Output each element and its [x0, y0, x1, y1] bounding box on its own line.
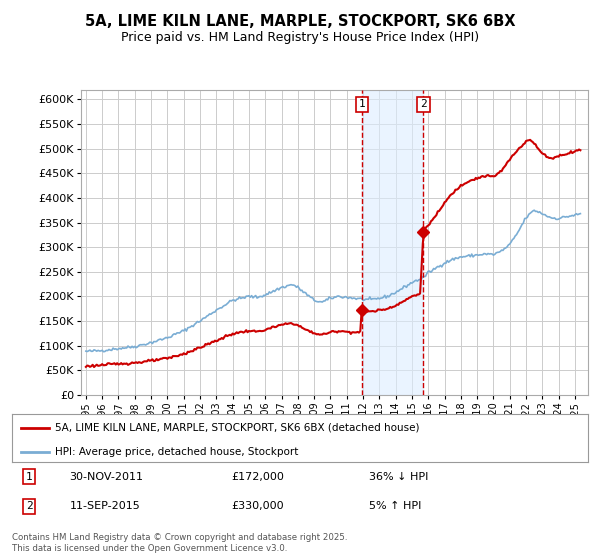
- Text: 11-SEP-2015: 11-SEP-2015: [70, 501, 140, 511]
- Text: 5A, LIME KILN LANE, MARPLE, STOCKPORT, SK6 6BX (detached house): 5A, LIME KILN LANE, MARPLE, STOCKPORT, S…: [55, 423, 420, 433]
- Text: HPI: Average price, detached house, Stockport: HPI: Average price, detached house, Stoc…: [55, 446, 299, 456]
- Text: 36% ↓ HPI: 36% ↓ HPI: [369, 472, 428, 482]
- Text: £172,000: £172,000: [231, 472, 284, 482]
- Text: 2: 2: [420, 99, 427, 109]
- Text: 1: 1: [26, 472, 32, 482]
- Text: 5A, LIME KILN LANE, MARPLE, STOCKPORT, SK6 6BX: 5A, LIME KILN LANE, MARPLE, STOCKPORT, S…: [85, 14, 515, 29]
- Text: Price paid vs. HM Land Registry's House Price Index (HPI): Price paid vs. HM Land Registry's House …: [121, 31, 479, 44]
- Text: 30-NOV-2011: 30-NOV-2011: [70, 472, 143, 482]
- Text: 2: 2: [26, 501, 32, 511]
- Text: 5% ↑ HPI: 5% ↑ HPI: [369, 501, 421, 511]
- Text: 1: 1: [358, 99, 365, 109]
- Bar: [362, 90, 424, 395]
- Text: £330,000: £330,000: [231, 501, 284, 511]
- Text: Contains HM Land Registry data © Crown copyright and database right 2025.
This d: Contains HM Land Registry data © Crown c…: [12, 533, 347, 553]
